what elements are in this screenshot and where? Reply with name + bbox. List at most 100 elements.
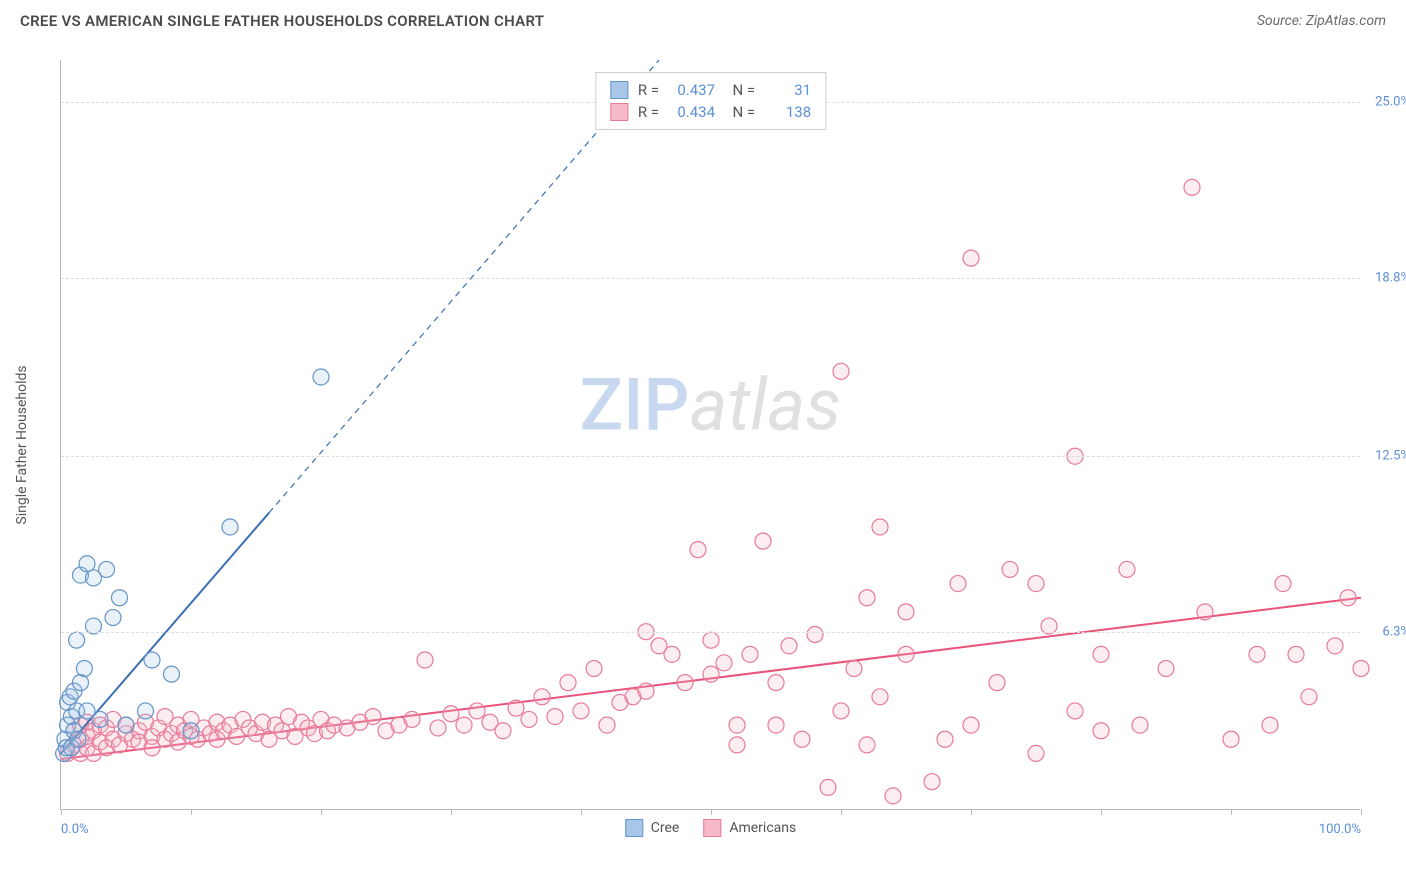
plot-svg [61, 60, 1360, 809]
n-label: N = [725, 81, 755, 99]
data-point [430, 720, 446, 736]
plot-area: ZIPatlas R = 0.437 N = 31 R = 0.434 N = … [60, 60, 1360, 810]
data-point [1093, 646, 1109, 662]
x-tick [1101, 809, 1102, 815]
data-point [1327, 638, 1343, 654]
gridline [61, 456, 1360, 457]
correlation-row-americans: R = 0.434 N = 138 [610, 101, 811, 123]
data-point [118, 717, 134, 733]
legend-item-americans: Americans [703, 819, 796, 837]
swatch-cree [610, 81, 628, 99]
x-tick [711, 809, 712, 815]
data-point [443, 706, 459, 722]
data-point [469, 703, 485, 719]
x-tick [1231, 809, 1232, 815]
data-point [950, 576, 966, 592]
data-point [222, 519, 238, 535]
data-point [404, 711, 420, 727]
data-point [138, 703, 154, 719]
data-point [1158, 660, 1174, 676]
x-tick [581, 809, 582, 815]
data-point [495, 723, 511, 739]
data-point [768, 675, 784, 691]
series-legend: Cree Americans [625, 819, 796, 837]
data-point [703, 632, 719, 648]
data-point [898, 604, 914, 620]
data-point [820, 779, 836, 795]
legend-label-cree: Cree [651, 820, 680, 836]
chart-source: Source: ZipAtlas.com [1257, 13, 1386, 29]
swatch-americans [610, 103, 628, 121]
data-point [963, 250, 979, 266]
data-point [729, 717, 745, 733]
n-label: N = [725, 103, 755, 121]
data-point [729, 737, 745, 753]
x-tick [321, 809, 322, 815]
x-tick-label: 0.0% [61, 822, 89, 837]
data-point [833, 703, 849, 719]
data-point [586, 660, 602, 676]
data-point [781, 638, 797, 654]
legend-label-americans: Americans [729, 820, 796, 836]
data-point [898, 646, 914, 662]
correlation-legend: R = 0.437 N = 31 R = 0.434 N = 138 [595, 72, 826, 130]
y-tick-label: 12.5% [1375, 449, 1406, 464]
data-point [164, 666, 180, 682]
data-point [144, 652, 160, 668]
data-point [1340, 590, 1356, 606]
chart-container: Single Father Households ZIPatlas R = 0.… [50, 50, 1390, 840]
data-point [365, 709, 381, 725]
x-tick [451, 809, 452, 815]
n-value-cree: 31 [765, 81, 811, 99]
data-point [112, 590, 128, 606]
data-point [1197, 604, 1213, 620]
data-point [1301, 689, 1317, 705]
data-point [859, 737, 875, 753]
data-point [794, 731, 810, 747]
data-point [703, 666, 719, 682]
data-point [599, 717, 615, 733]
data-point [417, 652, 433, 668]
data-point [1184, 179, 1200, 195]
gridline [61, 278, 1360, 279]
data-point [73, 675, 89, 691]
legend-item-cree: Cree [625, 819, 680, 837]
data-point [937, 731, 953, 747]
y-axis-label: Single Father Households [14, 365, 30, 524]
data-point [1002, 561, 1018, 577]
data-point [1262, 717, 1278, 733]
swatch-cree-icon [625, 819, 643, 837]
r-label: R = [638, 103, 659, 121]
data-point [1353, 660, 1369, 676]
y-tick-label: 18.8% [1375, 270, 1406, 285]
y-tick-label: 25.0% [1375, 95, 1406, 110]
x-tick-label: 100.0% [1319, 822, 1361, 837]
data-point [872, 689, 888, 705]
x-tick [1361, 809, 1362, 815]
data-point [560, 675, 576, 691]
data-point [859, 590, 875, 606]
data-point [989, 675, 1005, 691]
swatch-americans-icon [703, 819, 721, 837]
x-tick [61, 809, 62, 815]
data-point [70, 731, 86, 747]
data-point [521, 711, 537, 727]
x-tick [971, 809, 972, 815]
data-point [1119, 561, 1135, 577]
data-point [76, 660, 92, 676]
data-point [508, 700, 524, 716]
chart-header: CREE VS AMERICAN SINGLE FATHER HOUSEHOLD… [0, 0, 1406, 38]
data-point [1028, 745, 1044, 761]
r-value-americans: 0.434 [669, 103, 715, 121]
data-point [833, 363, 849, 379]
data-point [1028, 576, 1044, 592]
chart-title: CREE VS AMERICAN SINGLE FATHER HOUSEHOLD… [20, 12, 544, 30]
data-point [456, 717, 472, 733]
data-point [547, 709, 563, 725]
data-point [69, 632, 85, 648]
data-point [768, 717, 784, 733]
r-value-cree: 0.437 [669, 81, 715, 99]
data-point [872, 519, 888, 535]
data-point [742, 646, 758, 662]
data-point [1249, 646, 1265, 662]
